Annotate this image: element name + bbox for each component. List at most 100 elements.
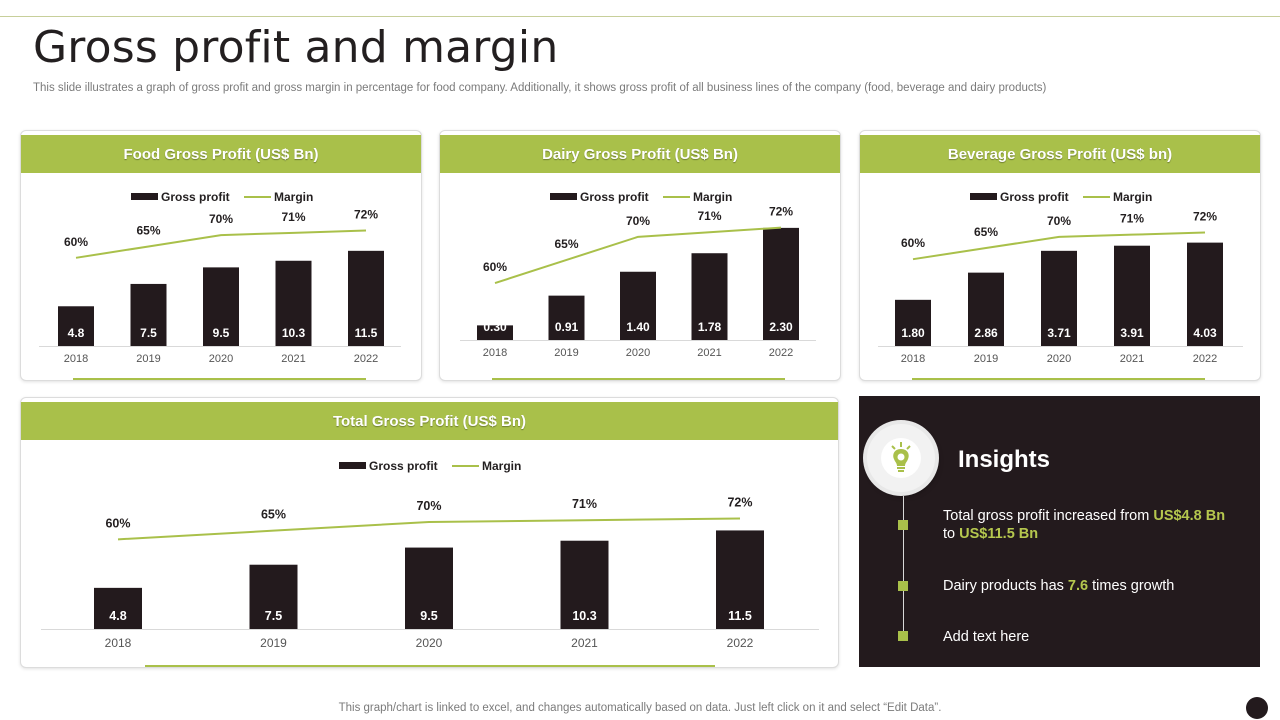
gross-profit-bar [691,253,728,340]
legend-gross-profit-swatch [550,193,577,200]
gross-profit-data-label: 1.80 [901,326,925,340]
x-tick-label: 2021 [571,636,598,650]
beverage-chart[interactable]: Gross profit Margin 1.80 2018 2.86 2019 3.71 20… [860,131,1260,380]
margin-data-label: 71% [281,210,305,224]
card-foot-accent [145,665,715,667]
x-tick-label: 2018 [483,347,507,359]
gross-profit-data-label: 7.5 [265,609,282,623]
x-tick-label: 2018 [64,353,88,365]
insight-1-highlight-from: US$4.8 Bn [1153,508,1226,524]
insight-1-mid: to [943,526,960,542]
margin-data-label: 72% [354,208,378,222]
gross-profit-bar [130,283,167,346]
gross-profit-data-label: 11.5 [355,326,378,340]
margin-data-label: 65% [554,237,578,251]
gross-profit-data-label: 11.5 [728,609,752,623]
gross-profit-bar [477,325,513,340]
margin-data-label: 72% [727,495,752,509]
margin-data-label: 70% [416,499,441,513]
food-chart[interactable]: Gross profit Margin 4.8 2018 7.5 2019 9.5 2020 1… [21,131,421,380]
beverage-chart-title: Beverage Gross Profit (US$ bn) [860,135,1260,173]
x-tick-label: 2019 [554,347,578,359]
legend-gross-profit-swatch [339,462,366,469]
food-chart-card: Food Gross Profit (US$ Bn) Gross profit M… [20,130,422,381]
margin-data-label: 70% [626,214,650,228]
gross-profit-data-label: 3.71 [1047,326,1071,340]
margin-data-label: 60% [64,235,88,249]
gross-profit-bar [968,272,1004,346]
gross-profit-bar [763,227,799,340]
margin-data-label: 65% [136,223,160,237]
gross-profit-bar [348,250,384,346]
gross-profit-bar [1187,242,1223,346]
card-foot-accent [492,378,785,380]
bullet-marker [898,520,908,530]
margin-data-label: 60% [105,516,130,530]
legend-margin-label: Margin [693,190,732,204]
margin-line [75,229,367,259]
margin-line [494,226,782,284]
gross-profit-data-label: 2.30 [769,320,793,334]
margin-data-label: 60% [483,260,507,274]
insights-panel: Insights Total gross profit increased fr… [859,396,1260,667]
gross-profit-data-label: 1.40 [626,320,650,334]
lightbulb-gear-icon [867,424,935,492]
margin-data-label: 72% [1193,209,1217,223]
gross-profit-bar [275,260,312,346]
x-tick-label: 2020 [626,347,650,359]
gross-profit-bar [405,547,453,629]
x-tick-label: 2019 [136,353,160,365]
margin-line [117,517,741,541]
gross-profit-data-label: 4.8 [109,609,126,623]
gross-profit-data-label: 7.5 [140,326,157,340]
dairy-chart[interactable]: Gross profit Margin 0.30 2018 0.91 2019 1.40 20… [440,131,840,380]
gross-profit-data-label: 2.86 [974,326,998,340]
legend-gross-profit-swatch [970,193,997,200]
gross-profit-bar [94,587,142,629]
bullet-marker [898,631,908,641]
gross-profit-bar [560,540,609,629]
gross-profit-bar [716,530,764,629]
x-tick-label: 2022 [354,353,378,365]
x-tick-label: 2021 [697,347,721,359]
x-tick-label: 2018 [901,353,925,365]
gross-profit-data-label: 0.91 [555,320,579,334]
gross-profit-bar [203,267,239,346]
gross-profit-bar [548,295,585,340]
legend-gross-profit-label: Gross profit [580,190,649,204]
gross-profit-bar [249,564,298,629]
gross-profit-data-label: 3.91 [1120,326,1144,340]
x-tick-label: 2020 [209,353,233,365]
margin-data-label: 72% [769,205,793,219]
insights-title: Insights [958,446,1051,473]
legend-margin-label: Margin [482,459,521,473]
food-chart-title: Food Gross Profit (US$ Bn) [21,135,421,173]
insight-item-3[interactable]: Add text here [943,629,1030,645]
legend-gross-profit-swatch [131,193,158,200]
total-chart-card: Total Gross Profit (US$ Bn) Gross profit… [20,397,839,668]
insight-2-highlight: 7.6 [1067,578,1089,594]
margin-data-label: 70% [209,212,233,226]
margin-data-label: 70% [1047,214,1071,228]
gross-profit-bar [1041,250,1077,346]
x-tick-label: 2022 [769,347,793,359]
total-chart[interactable]: Gross profit Margin 4.8 2018 7.5 2019 9.5 2020 1… [21,398,838,667]
x-tick-label: 2021 [281,353,305,365]
insight-item-1: Total gross profit increased from US$4.8… [943,507,1243,543]
legend-gross-profit-label: Gross profit [369,459,438,473]
gross-profit-data-label: 9.5 [420,609,437,623]
margin-line [912,231,1206,261]
legend-margin-label: Margin [1113,190,1152,204]
x-tick-label: 2019 [260,636,287,650]
margin-data-label: 71% [572,497,597,511]
card-foot-accent [912,378,1205,380]
legend-gross-profit-label: Gross profit [1000,190,1069,204]
gross-profit-bar [1114,245,1150,346]
timeline-line [903,496,904,636]
footer-note: This graph/chart is linked to excel, and… [338,702,942,714]
x-tick-label: 2020 [1047,353,1071,365]
gross-profit-data-label: 10.3 [572,609,596,623]
gross-profit-data-label: 9.5 [213,326,230,340]
insight-item-2: Dairy products has 7.6 times growth [943,577,1243,595]
legend-gross-profit-label: Gross profit [161,190,230,204]
